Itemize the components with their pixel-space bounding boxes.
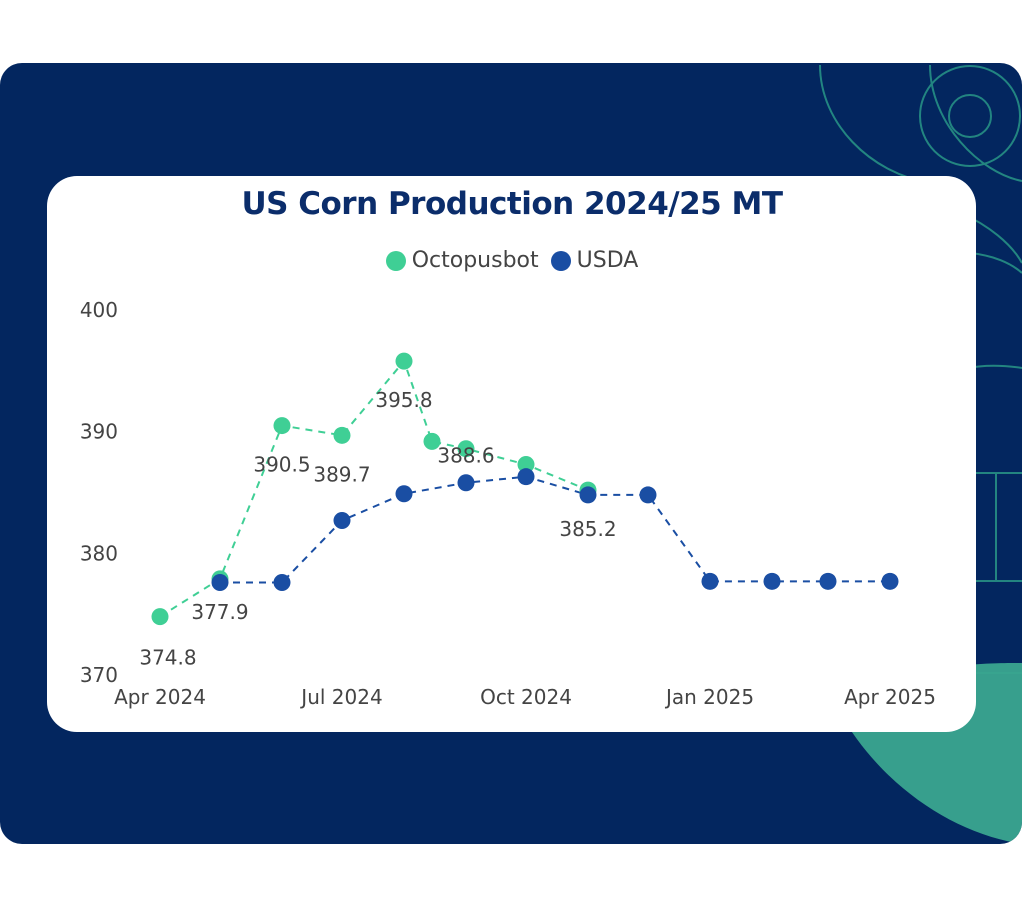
x-axis: Apr 2024 Jul 2024 Oct 2024 Jan 2025 Apr 2025	[114, 685, 936, 709]
point-usda	[333, 511, 351, 529]
y-tick-label: 370	[80, 663, 118, 687]
legend-dot-usda	[550, 250, 571, 271]
point-octopusbot	[457, 440, 475, 458]
point-usda	[639, 486, 657, 504]
point-octopusbot	[395, 352, 413, 370]
point-usda	[763, 572, 781, 590]
legend-item-usda[interactable]: USDA	[550, 248, 639, 273]
x-tick-label: Oct 2024	[480, 685, 572, 709]
point-usda	[395, 485, 413, 503]
legend-label-octopusbot: Octopusbot	[411, 248, 539, 273]
legend-label-usda: USDA	[576, 248, 639, 273]
point-usda	[579, 486, 597, 504]
data-label: 377.9	[191, 600, 248, 624]
data-labels: 374.8 377.9 390.5 389.7 395.8 388.6 385.2	[139, 388, 616, 669]
y-tick-label: 380	[80, 541, 118, 565]
line-usda	[220, 475, 890, 584]
chart-title: US Corn Production 2024/25 MT	[241, 186, 783, 222]
point-usda	[517, 468, 535, 486]
y-tick-label: 400	[80, 298, 118, 322]
x-tick-label: Jul 2024	[299, 685, 382, 709]
point-usda	[273, 574, 291, 592]
data-label: 385.2	[559, 517, 616, 541]
chart-card	[47, 176, 976, 732]
data-label: 389.7	[313, 462, 370, 486]
y-tick-label: 390	[80, 420, 118, 444]
data-label: 388.6	[437, 444, 494, 468]
point-usda	[881, 572, 899, 590]
point-octopusbot	[517, 456, 535, 474]
point-usda	[457, 474, 475, 492]
legend: Octopusbot USDA	[0, 248, 1024, 273]
series-lines	[159, 359, 890, 618]
y-axis: 370 380 390 400	[80, 298, 118, 687]
x-tick-label: Apr 2025	[844, 685, 936, 709]
x-tick-label: Apr 2024	[114, 685, 206, 709]
point-octopusbot	[333, 426, 351, 444]
point-octopusbot	[423, 432, 441, 450]
data-label: 390.5	[253, 453, 310, 477]
point-octopusbot	[151, 608, 169, 626]
point-usda	[211, 574, 229, 592]
point-octopusbot	[273, 417, 291, 435]
x-tick-label: Jan 2025	[664, 685, 754, 709]
legend-dot-octopusbot	[385, 250, 406, 271]
data-label: 395.8	[375, 388, 432, 412]
point-usda	[819, 572, 837, 590]
legend-item-octopusbot[interactable]: Octopusbot	[385, 248, 539, 273]
series-points	[151, 352, 899, 626]
data-label: 374.8	[139, 646, 196, 670]
point-usda	[701, 572, 719, 590]
